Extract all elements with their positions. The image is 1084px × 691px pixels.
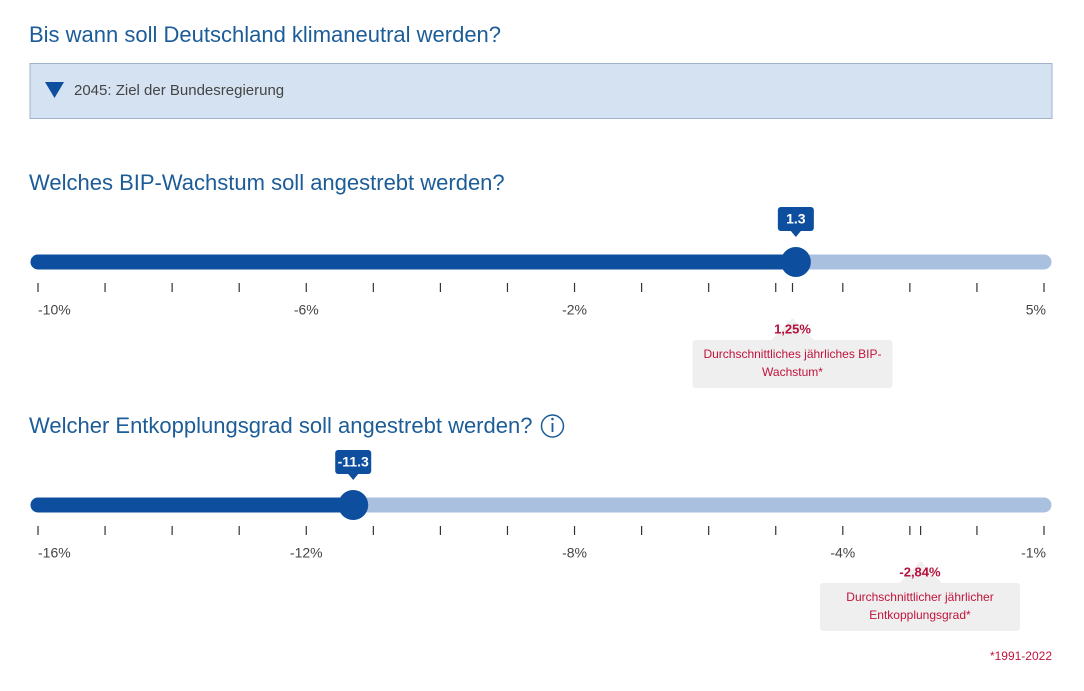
thumb[interactable] <box>780 247 811 277</box>
reference-value: -2,84% <box>899 564 941 579</box>
value-label: -11.3 <box>338 454 369 470</box>
tick-label: -10% <box>38 302 71 318</box>
slider-title: Welches BIP-Wachstum soll angestrebt wer… <box>29 170 505 195</box>
footnote: *1991-2022 <box>990 649 1052 663</box>
dropdown[interactable] <box>29 63 1053 119</box>
reference-pointer <box>770 318 815 341</box>
dropdown-arrow[interactable] <box>45 82 64 98</box>
tick-label: -8% <box>562 545 587 561</box>
dropdown-value[interactable]: 2045: Ziel der Bundesregierung <box>74 82 284 99</box>
tick-label: -2% <box>562 302 587 318</box>
reference-caption: Wachstum* <box>762 365 823 379</box>
slider-title: Welcher Entkopplungsgrad soll angestrebt… <box>29 413 532 438</box>
tick-label: -4% <box>830 545 855 561</box>
info-icon[interactable] <box>540 414 565 438</box>
reference-caption: Durchschnittliches jährliches BIP- <box>703 347 881 361</box>
tick-label: 5% <box>1026 302 1046 318</box>
tick-label: -1% <box>1021 545 1046 561</box>
value-label: 1.3 <box>786 211 806 227</box>
question: Bis wann soll Deutschland klimaneutral w… <box>29 22 501 47</box>
thumb[interactable] <box>338 490 369 520</box>
reference-value: 1,25% <box>774 321 811 336</box>
reference-caption: Durchschnittlicher jährlicher <box>846 590 993 604</box>
info-icon-dot <box>551 417 554 421</box>
tick-label: -16% <box>38 545 71 561</box>
value-bubble-pointer <box>348 474 359 480</box>
reference-box <box>820 583 1020 631</box>
reference-box <box>692 340 893 388</box>
reference-caption: Entkopplungsgrad* <box>869 608 971 622</box>
value-bubble <box>777 207 814 231</box>
value-bubble-pointer <box>790 231 801 237</box>
value-bubble <box>335 450 372 474</box>
reference-pointer <box>898 561 943 584</box>
tick-label: -12% <box>290 545 323 561</box>
tick-label: -6% <box>294 302 319 318</box>
